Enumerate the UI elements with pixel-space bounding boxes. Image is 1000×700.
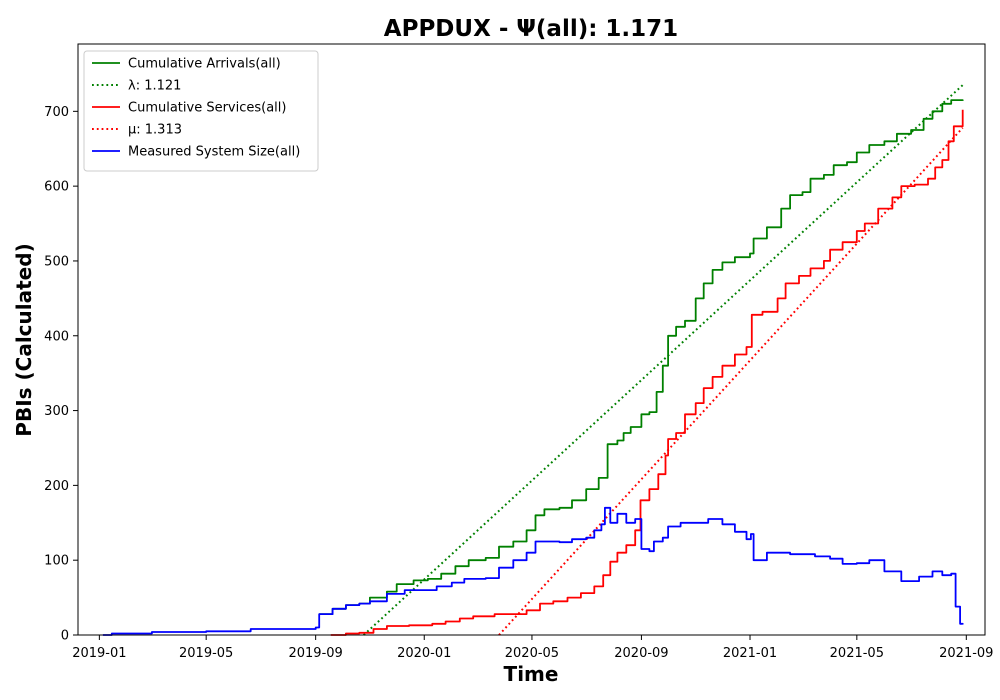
x-tick-label: 2021-01 [723, 646, 777, 661]
y-tick-label: 0 [61, 629, 69, 644]
legend-label: λ: 1.121 [128, 79, 181, 94]
x-tick-label: 2021-09 [939, 646, 993, 661]
y-tick-label: 200 [44, 479, 69, 494]
legend-label: μ: 1.313 [128, 123, 182, 138]
legend-box [83, 50, 319, 172]
x-tick-label: 2021-05 [830, 646, 884, 661]
y-tick-label: 500 [44, 254, 69, 269]
y-axis: 0 100 200 300 400 500 600 700 [44, 105, 78, 644]
legend-label: Cumulative Arrivals(all) [128, 57, 281, 72]
legend-label: Measured System Size(all) [128, 145, 300, 160]
plot-lines [102, 84, 964, 636]
y-tick-label: 100 [44, 554, 69, 569]
series-line-4 [102, 506, 964, 636]
y-tick-label: 600 [44, 180, 69, 195]
x-tick-label: 2019-01 [72, 646, 126, 661]
y-tick-label: 700 [44, 105, 69, 120]
chart-title: APPDUX - Ψ(all): 1.171 [384, 16, 678, 42]
series-line-2 [330, 109, 964, 636]
x-tick-label: 2020-01 [397, 646, 451, 661]
series-line-1 [363, 84, 964, 636]
y-axis-title: PBIs (Calculated) [12, 243, 36, 436]
x-axis-title: Time [504, 662, 559, 686]
legend-label: Cumulative Services(all) [128, 101, 286, 116]
x-tick-label: 2020-09 [614, 646, 668, 661]
x-tick-label: 2020-05 [505, 646, 559, 661]
x-tick-label: 2019-09 [288, 646, 342, 661]
y-tick-label: 300 [44, 404, 69, 419]
x-tick-label: 2019-05 [179, 646, 233, 661]
series-line-3 [498, 127, 964, 636]
series-line-0 [319, 99, 964, 615]
x-axis: 2019-01 2019-05 2019-09 2020-01 2020-05 2020-… [72, 635, 993, 661]
legend: Cumulative Arrivals(all) λ: 1.121 Cumulati… [83, 50, 319, 172]
y-tick-label: 400 [44, 329, 69, 344]
